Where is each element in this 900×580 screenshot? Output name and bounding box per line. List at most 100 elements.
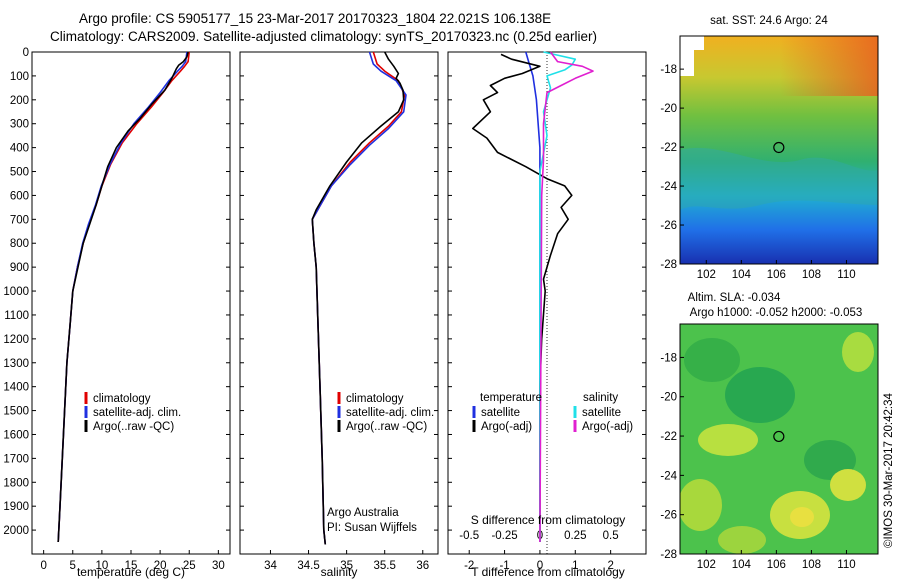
legend-sal-satellite: satellite — [582, 407, 621, 419]
y-tick-label: 400 — [10, 143, 29, 155]
climatology-title: Climatology: CARS2009. Satellite-adjuste… — [50, 29, 598, 44]
legend-temp-satellite: satellite — [481, 407, 520, 419]
map-y-tick-label: -28 — [660, 259, 677, 271]
legend-temp-argo: Argo(-adj) — [481, 421, 532, 433]
salinity-xlabel: salinity — [321, 565, 358, 579]
x-tick-label: 35 — [340, 560, 353, 572]
map-y-tick-label: -18 — [660, 64, 677, 76]
y-tick-label: 800 — [10, 238, 29, 250]
x-tick-label: 1 — [572, 560, 578, 572]
y-tick-label: 1700 — [3, 453, 29, 465]
y-tick-label: 2000 — [3, 525, 29, 537]
legend-satellite: satellite-adj. clim. — [346, 407, 434, 419]
series-line-salinity-satellite — [539, 51, 577, 542]
map-x-tick-label: 104 — [732, 269, 752, 281]
x-tick-label: 0 — [537, 560, 543, 572]
argo-position-marker — [773, 430, 785, 443]
temperature-legend: climatology satellite-adj. clim. Argo(..… — [84, 392, 181, 433]
sla-map-title: Altim. SLA: -0.034 — [688, 292, 781, 304]
map-x-tick-label: 102 — [697, 559, 716, 571]
sst-map-title: sat. SST: 24.6 Argo: 24 — [710, 15, 828, 27]
sla-low — [684, 338, 740, 382]
argo-australia-label: Argo Australia — [327, 507, 399, 519]
pi-label: PI: Susan Wijffels — [327, 522, 417, 534]
y-tick-label: 1100 — [4, 310, 29, 322]
sst-warm-corner — [780, 36, 878, 96]
temperature-panel: 0100200300400500600700800900100011001200… — [3, 47, 231, 579]
y-tick-label: 600 — [10, 190, 29, 202]
sst-land-patch — [680, 36, 694, 76]
sst-map: sat. SST: 24.6 Argo: 24 102 104 106 108 110 -… — [660, 15, 879, 281]
legend-climatology: climatology — [346, 393, 404, 405]
top-tick-label: -0.25 — [491, 530, 517, 542]
imos-stamp: ©IMOS 30-Mar-2017 20:42:34 — [883, 393, 895, 548]
map-x-tick-label: 108 — [802, 559, 821, 571]
series-line-temperature-argo — [471, 53, 573, 542]
legend-title-salinity: salinity — [583, 392, 618, 404]
sla-peak — [790, 507, 814, 527]
sla-high — [830, 469, 866, 501]
x-tick-label: 15 — [125, 560, 138, 572]
y-tick-label: 0 — [23, 47, 29, 59]
x-tick-label: 34.5 — [297, 560, 319, 572]
y-tick-label: 900 — [10, 262, 29, 274]
x-tick-label: 25 — [183, 560, 196, 572]
map-x-tick-label: 110 — [837, 269, 855, 281]
t-diff-xlabel: T difference from climatology — [471, 565, 625, 579]
map-x-tick-label: 110 — [837, 559, 855, 571]
series-line-argo — [311, 51, 405, 545]
x-tick-label: -2 — [464, 560, 474, 572]
legend-satellite: satellite-adj. clim. — [93, 407, 181, 419]
y-tick-label: 1400 — [3, 382, 29, 394]
x-tick-label: 35.5 — [373, 560, 395, 572]
map-x-tick-label: 108 — [802, 269, 821, 281]
map-x-tick-label: 102 — [697, 269, 716, 281]
profile-title: Argo profile: CS 5905177_15 23-Mar-2017 … — [79, 11, 552, 26]
salinity-legend: climatology satellite-adj. clim. Argo(..… — [337, 392, 434, 433]
x-tick-label: 36 — [416, 560, 429, 572]
map-y-tick-label: -22 — [660, 142, 677, 154]
map-y-tick-label: -24 — [660, 470, 677, 482]
sst-land-patch — [694, 36, 704, 50]
map-y-tick-label: -28 — [660, 549, 677, 561]
y-tick-label: 1000 — [3, 286, 29, 298]
sst-cool-tongue — [680, 147, 878, 210]
sla-high — [842, 332, 874, 372]
x-tick-label: 5 — [70, 560, 76, 572]
top-tick-label: 0.25 — [564, 530, 586, 542]
top-tick-label: 0.5 — [603, 530, 619, 542]
diff-legend: temperature satellite Argo(-adj) salinit… — [472, 392, 633, 433]
x-tick-label: 2 — [607, 560, 613, 572]
sla-map-subtitle: Argo h1000: -0.052 h2000: -0.053 — [690, 307, 863, 319]
x-tick-label: 34 — [264, 560, 277, 572]
y-tick-label: 100 — [10, 71, 29, 83]
y-tick-label: 1200 — [3, 334, 29, 346]
x-tick-label: 0 — [40, 560, 46, 572]
y-tick-label: 1600 — [3, 429, 29, 441]
sla-high — [698, 424, 758, 456]
x-tick-label: 20 — [154, 560, 167, 572]
y-tick-label: 700 — [10, 214, 29, 226]
sla-high — [680, 479, 722, 531]
s-diff-label: S difference from climatology — [471, 513, 626, 527]
map-y-tick-label: -26 — [660, 220, 677, 232]
x-tick-label: 10 — [95, 560, 108, 572]
series-line-argo — [57, 51, 189, 543]
y-tick-label: 1500 — [3, 406, 29, 418]
map-y-tick-label: -24 — [660, 181, 677, 193]
sla-high — [718, 526, 766, 554]
y-tick-label: 500 — [10, 167, 29, 179]
legend-sal-argo: Argo(-adj) — [582, 421, 633, 433]
difference-panel: -2 -1 0 1 2 -0.5 -0.25 0 0.25 0.5 temperature sa… — [447, 51, 647, 579]
map-y-tick-label: -20 — [660, 103, 677, 115]
map-y-tick-label: -26 — [660, 510, 677, 522]
y-tick-label: 1900 — [3, 501, 29, 513]
sla-low — [725, 367, 795, 423]
x-tick-label: 30 — [212, 560, 225, 572]
x-tick-label: -1 — [499, 560, 509, 572]
y-tick-label: 1300 — [3, 358, 29, 370]
map-y-tick-label: -18 — [660, 352, 677, 364]
map-x-tick-label: 104 — [732, 559, 752, 571]
map-x-tick-label: 106 — [767, 269, 786, 281]
